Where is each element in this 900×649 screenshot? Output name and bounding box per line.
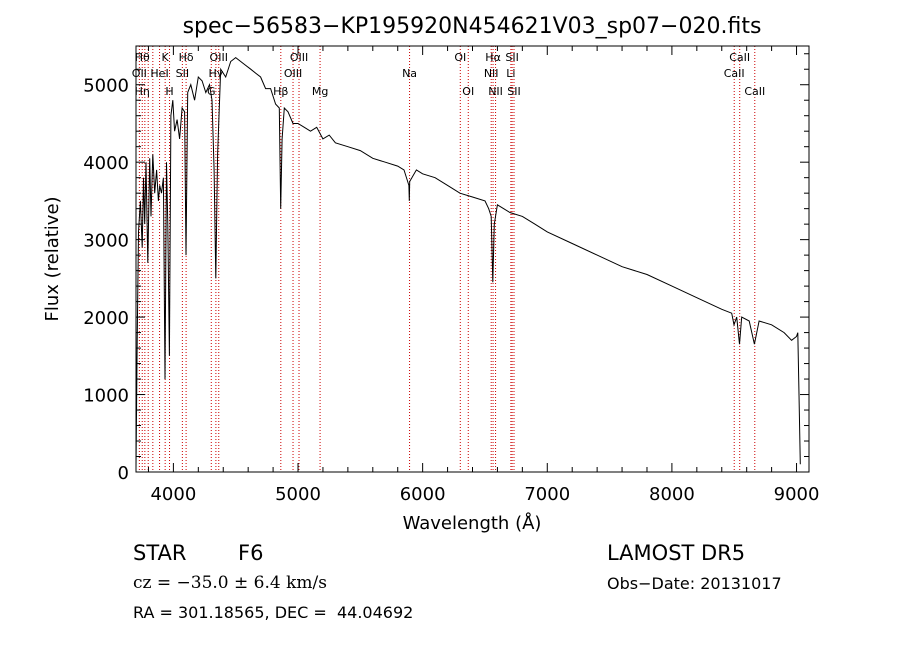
coordinates: RA = 301.18565, DEC = 44.04692 [133,603,414,622]
redshift-velocity: cz = −35.0 ± 6.4 km/s [133,573,327,593]
y-tick-label: 0 [118,463,129,484]
x-axis: 4000 5000 6000 7000 8000 9000 [147,46,820,505]
y-tick-label: 1000 [83,386,129,407]
line-marker-label: SII [507,85,520,98]
line-marker-label: G [207,85,216,98]
y-axis-label: Flux (relative) [42,196,63,321]
y-axis: 0 1000 2000 3000 4000 5000 [83,53,809,484]
line-marker-label: CaII [724,67,745,80]
chart-title: spec−56583−KP195920N454621V03_sp07−020.f… [183,14,762,39]
line-marker-label: SII [176,67,189,80]
x-axis-label: Wavelength (Å) [403,512,542,534]
y-tick-label: 5000 [83,76,129,97]
y-tick-label: 3000 [83,231,129,252]
line-marker-label: CaII [744,85,765,98]
line-marker-label: Hβ [273,85,288,98]
survey-name: LAMOST DR5 [607,541,746,565]
line-marker-label: OIII [284,67,302,80]
line-marker-label: OIII [290,51,308,64]
x-tick-label: 7000 [524,484,570,505]
line-marker-label: NII [488,85,503,98]
line-marker-label: Hα [485,51,501,64]
line-marker-label: CaII [729,51,750,64]
line-marker-label: Hδ [179,51,194,64]
y-tick-label: 4000 [83,153,129,174]
line-marker-label: HeI [150,67,168,80]
object-class: STAR [133,541,187,565]
x-tick-label: 9000 [774,484,820,505]
spectral-line-markers [138,46,756,472]
x-tick-label: 4000 [150,484,196,505]
observation-date: Obs−Date: 20131017 [607,574,782,593]
x-tick-label: 5000 [275,484,321,505]
line-marker-label: NII [484,67,499,80]
line-marker-label: Hγ [208,67,223,80]
line-marker-label: H [165,85,173,98]
x-tick-label: 8000 [649,484,695,505]
line-marker-label: Hη [135,85,150,98]
line-marker-label: SII [505,51,518,64]
line-marker-label: Hθ [135,51,150,64]
line-marker-label: K [162,51,170,64]
y-tick-label: 2000 [83,308,129,329]
line-marker-label: OI [462,85,474,98]
spectrum-line [135,56,801,469]
line-marker-label: Mg [312,85,328,98]
plot-frame [135,45,810,473]
x-tick-label: 6000 [400,484,446,505]
line-marker-label: OIII [210,51,228,64]
line-marker-label: OI [454,51,466,64]
line-marker-label: Li [506,67,515,80]
object-subclass: F6 [238,541,264,565]
line-marker-label: Na [402,67,417,80]
